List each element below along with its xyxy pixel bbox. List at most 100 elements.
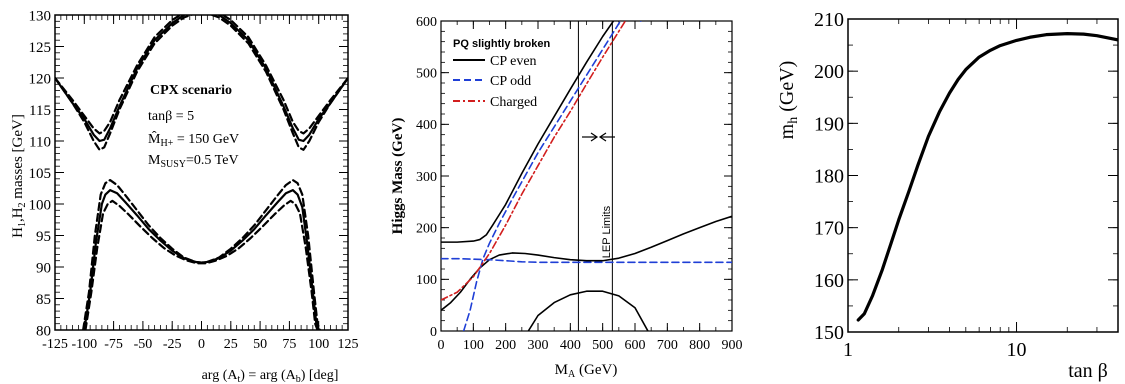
- x-tick-label: 50: [253, 337, 267, 352]
- legend: PQ slightly broken CP even CP odd Charge…: [453, 38, 550, 110]
- series-line-4: [441, 257, 732, 264]
- x-tick-label: 1: [843, 339, 853, 361]
- y-tick-labels: 0 100 200 300 400 500 600: [416, 15, 437, 340]
- y-tick-label: 150: [814, 322, 844, 344]
- y-axis-label: H1,H2 masses [GeV]: [10, 114, 28, 238]
- series-line-1: [55, 15, 348, 143]
- plot-frame: [54, 14, 349, 331]
- lep-limits-annotation: LEP Limits: [582, 132, 615, 258]
- x-tick-label: 75: [282, 337, 296, 352]
- x-tick-label: 100: [463, 338, 484, 353]
- series-group: [55, 15, 348, 330]
- y-tick-label: 0: [430, 325, 437, 340]
- x-tick-label: 400: [560, 338, 581, 353]
- y-tick-label: 160: [814, 270, 844, 292]
- series-line-3: [55, 15, 348, 135]
- y-tick-label: 500: [416, 67, 437, 82]
- y-tick-label: 85: [36, 292, 51, 308]
- chart-panel-3: 150 160 170 180 190 200 210 1 10 mh (GeV) tan β: [776, 9, 1119, 382]
- x-tick-label: -50: [134, 337, 153, 352]
- axis-ticks: [440, 20, 733, 332]
- x-tick-label: 500: [592, 338, 613, 353]
- axis-ticks: [54, 14, 349, 331]
- y-tick-label: 170: [814, 218, 844, 240]
- x-tick-labels: -125 -100 -75 -50 -25 0 25 50 75 100 125: [42, 337, 358, 352]
- annotation-box: CPX scenario tanβ = 5 M̂H+ = 150 GeV MSU…: [148, 83, 239, 170]
- arrow-right-head: [590, 132, 599, 142]
- y-tick-label: 200: [814, 61, 844, 83]
- series-group: [441, 21, 732, 331]
- x-tick-label: 100: [308, 337, 329, 352]
- x-tick-label: 0: [438, 338, 445, 353]
- series-line-6: [84, 199, 319, 330]
- y-tick-label: 100: [416, 273, 437, 288]
- x-tick-label: 25: [224, 337, 238, 352]
- y-tick-labels: 150 160 170 180 190 200 210: [814, 9, 844, 344]
- x-axis-label: arg (At) = arg (Ab) [deg]: [202, 368, 339, 384]
- plot-frame: [847, 18, 1119, 333]
- y-tick-label: 130: [29, 8, 52, 24]
- series-line-1: [441, 21, 642, 243]
- series-line-2: [441, 215, 732, 312]
- y-tick-label: 190: [814, 113, 844, 135]
- y-tick-label: 400: [416, 118, 437, 133]
- y-axis-label: Higgs Mass (GeV): [390, 118, 406, 235]
- series-line-3: [527, 290, 649, 331]
- x-axis-label: MA (GeV): [555, 362, 618, 380]
- y-tick-label: 100: [29, 197, 52, 213]
- y-tick-label: 180: [814, 166, 844, 188]
- x-tick-label: 800: [689, 338, 710, 353]
- y-tick-label: 90: [36, 260, 51, 276]
- plot-frame: [440, 20, 733, 332]
- y-tick-label: 200: [416, 222, 437, 237]
- series-line-2: [55, 15, 348, 151]
- x-tick-label: 0: [198, 337, 205, 352]
- x-tick-label: -125: [42, 337, 68, 352]
- legend-label-cp-even: CP even: [490, 54, 537, 69]
- x-tick-label: 200: [495, 338, 516, 353]
- annotation-title: CPX scenario: [150, 83, 232, 98]
- y-tick-label: 600: [416, 15, 437, 30]
- x-tick-label: -75: [104, 337, 123, 352]
- lep-limits-label: LEP Limits: [601, 205, 613, 258]
- y-tick-label: 105: [29, 166, 52, 182]
- lep-limit-lines: [577, 21, 613, 331]
- y-axis-label: mh (GeV): [776, 61, 801, 140]
- x-tick-label: 10: [1007, 339, 1027, 361]
- series-line-1: [856, 32, 1118, 322]
- x-tick-label: 700: [657, 338, 678, 353]
- series-group: [856, 32, 1118, 322]
- y-tick-label: 210: [814, 9, 844, 31]
- x-tick-label: -25: [163, 337, 182, 352]
- legend-title: PQ slightly broken: [453, 38, 550, 50]
- annotation-mh: M̂H+ = 150 GeV: [148, 130, 239, 149]
- x-tick-label: -100: [71, 337, 97, 352]
- x-tick-label: 600: [625, 338, 646, 353]
- x-tick-label: 300: [528, 338, 549, 353]
- y-tick-label: 110: [29, 134, 51, 150]
- arrow-left-head: [598, 132, 607, 142]
- y-tick-labels: 80 85 90 95 100 105 110 115 120 125 130: [29, 8, 52, 339]
- series-line-5: [462, 21, 642, 331]
- annotation-msusy: MSUSY=0.5 TeV: [148, 153, 239, 170]
- series-line-5: [82, 178, 321, 330]
- x-tick-labels: 0 100 200 300 400 500 600 700 800 900: [438, 338, 743, 353]
- x-axis-label: tan β: [1068, 360, 1108, 382]
- y-tick-label: 120: [29, 71, 52, 87]
- y-tick-label: 95: [36, 229, 51, 245]
- y-tick-label: 80: [36, 323, 51, 339]
- x-tick-label: 125: [338, 337, 359, 352]
- series-line-4: [83, 189, 320, 330]
- x-tick-label: 900: [722, 338, 743, 353]
- y-tick-label: 300: [416, 170, 437, 185]
- y-tick-label: 125: [29, 40, 52, 56]
- legend-label-cp-odd: CP odd: [490, 74, 531, 89]
- series-line-6: [441, 21, 642, 301]
- annotation-tanb: tanβ = 5: [148, 109, 194, 124]
- chart-panel-1: 80 85 90 95 100 105 110 115 120 125 130 -125 -100 -7…: [10, 8, 359, 384]
- x-tick-labels: 1 10: [843, 339, 1027, 361]
- y-tick-label: 115: [29, 103, 51, 119]
- chart-panel-2: 0 100 200 300 400 500 600 0 100 200 300 400 500 600 7…: [390, 15, 743, 380]
- legend-label-charged: Charged: [490, 95, 537, 110]
